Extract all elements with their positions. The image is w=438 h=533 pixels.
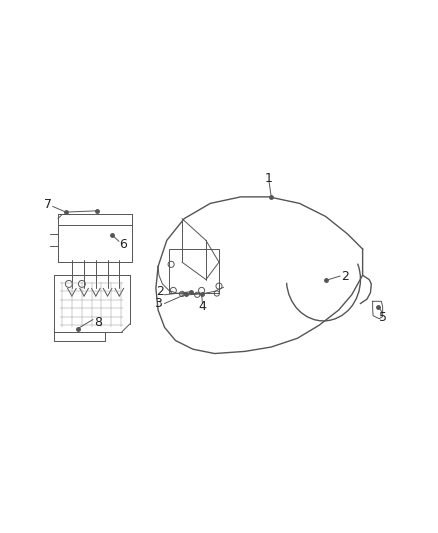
Text: 8: 8: [94, 316, 102, 329]
Text: 2: 2: [341, 270, 349, 282]
Text: 5: 5: [378, 311, 387, 324]
Text: 4: 4: [198, 300, 206, 313]
Text: 1: 1: [265, 172, 273, 185]
Bar: [169, 249, 219, 293]
Text: 6: 6: [119, 238, 127, 251]
Text: 7: 7: [44, 198, 53, 211]
Text: 3: 3: [154, 297, 162, 310]
Text: 2: 2: [156, 285, 164, 298]
